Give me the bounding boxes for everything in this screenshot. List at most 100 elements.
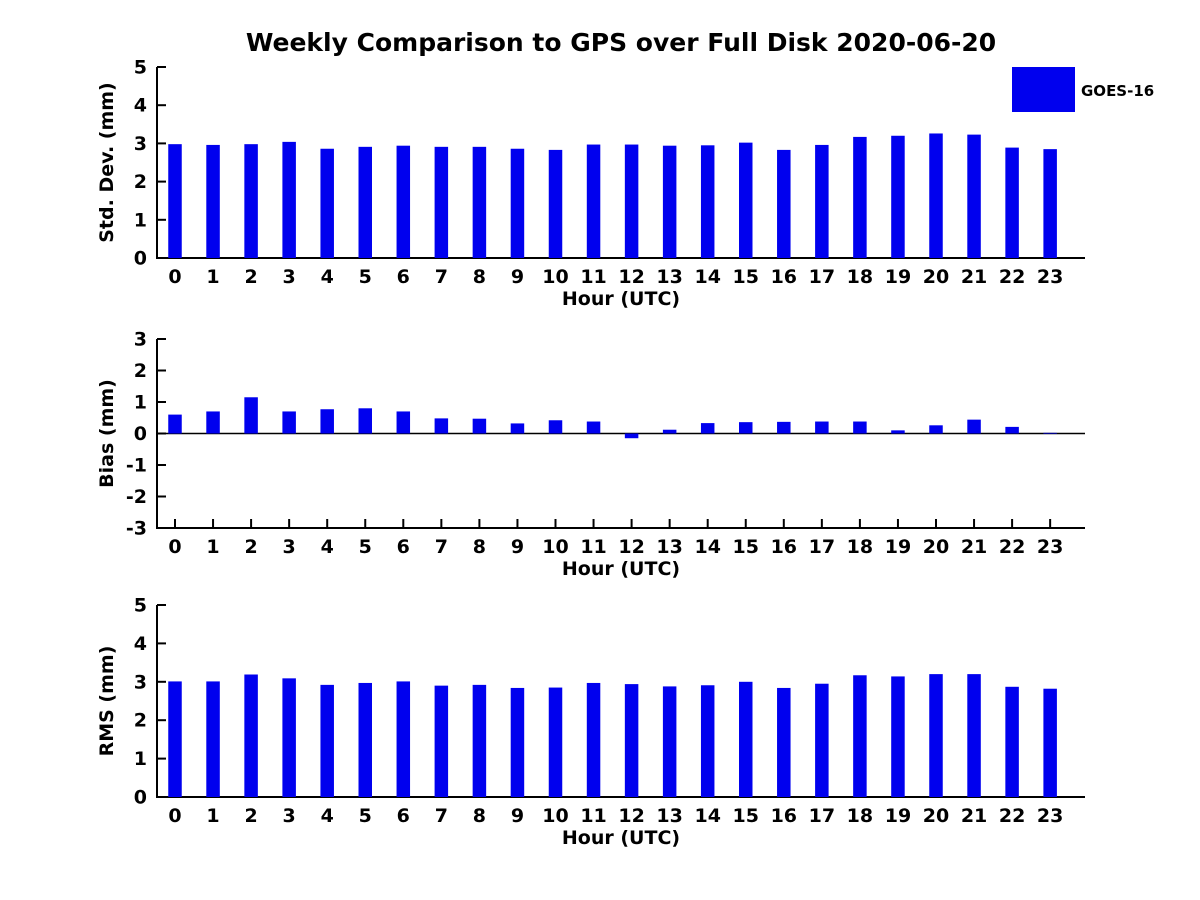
y-axis-tick-label: 1 <box>134 748 147 770</box>
bar <box>244 397 258 434</box>
x-axis-tick-label: 4 <box>321 536 334 558</box>
x-axis-tick-label: 3 <box>283 536 296 558</box>
bar <box>320 148 334 258</box>
x-axis-tick-label: 6 <box>397 805 410 827</box>
x-axis-tick-label: 0 <box>168 536 181 558</box>
x-axis-tick-label: 21 <box>961 536 987 558</box>
x-axis-tick-label: 18 <box>847 805 873 827</box>
bar <box>662 429 677 434</box>
x-axis-tick-label: 20 <box>923 266 949 288</box>
x-axis-tick-label: 17 <box>809 536 835 558</box>
x-axis-tick-label: 11 <box>580 805 606 827</box>
bar <box>206 411 220 434</box>
y-axis-tick-label: 2 <box>134 360 147 382</box>
bar <box>853 421 867 434</box>
bar <box>1043 688 1057 797</box>
bar <box>929 674 943 797</box>
bar <box>967 674 981 797</box>
bar <box>1043 432 1057 434</box>
x-axis-tick-label: 14 <box>694 266 720 288</box>
bar <box>853 675 867 797</box>
x-axis-tick-label: 18 <box>847 266 873 288</box>
bar <box>586 144 601 258</box>
x-axis-tick-label: 8 <box>473 805 486 827</box>
x-axis-tick-label: 22 <box>999 805 1025 827</box>
x-axis-tick-label: 0 <box>168 266 181 288</box>
x-axis-tick-label: 12 <box>618 266 644 288</box>
x-axis-tick-label: 2 <box>244 536 257 558</box>
bar <box>662 686 677 797</box>
bar <box>815 683 829 797</box>
x-axis-tick-label: 6 <box>397 266 410 288</box>
x-axis-tick-label: 3 <box>283 805 296 827</box>
x-axis-tick-label: 4 <box>321 266 334 288</box>
x-axis-tick-label: 5 <box>359 805 372 827</box>
y-axis-tick-label: 1 <box>134 209 147 231</box>
x-axis-tick-label: 10 <box>542 266 568 288</box>
x-axis-tick-label: 17 <box>809 266 835 288</box>
bar <box>700 145 715 258</box>
bar <box>1043 149 1057 258</box>
x-axis-tick-label: 17 <box>809 805 835 827</box>
x-axis-label: Hour (UTC) <box>562 558 680 580</box>
bar <box>1005 426 1019 434</box>
bar <box>967 419 981 434</box>
bar <box>891 135 905 258</box>
x-axis-tick-label: 1 <box>206 266 219 288</box>
x-axis-tick-label: 8 <box>473 266 486 288</box>
x-axis-tick-label: 10 <box>542 805 568 827</box>
bar <box>586 421 601 434</box>
x-axis-tick-label: 15 <box>733 266 759 288</box>
x-axis-tick-label: 12 <box>618 536 644 558</box>
y-axis-tick-label: 2 <box>134 171 147 193</box>
bar <box>396 145 411 258</box>
bar <box>168 414 182 434</box>
x-axis-tick-label: 0 <box>168 805 181 827</box>
bar <box>282 411 296 434</box>
bar <box>1005 686 1019 797</box>
x-axis-tick-label: 2 <box>244 266 257 288</box>
x-axis-tick-label: 10 <box>542 536 568 558</box>
chart-title: Weekly Comparison to GPS over Full Disk … <box>245 28 997 57</box>
bar <box>472 684 487 797</box>
bar <box>472 418 487 434</box>
x-axis-tick-label: 19 <box>885 805 911 827</box>
bar <box>434 685 449 797</box>
bar <box>396 411 411 434</box>
x-axis-tick-label: 12 <box>618 805 644 827</box>
bar <box>777 149 791 258</box>
bar <box>700 423 715 434</box>
y-axis-tick-label: 0 <box>134 787 147 809</box>
bar <box>244 674 258 797</box>
bar <box>548 687 563 797</box>
x-axis-tick-label: 9 <box>511 266 524 288</box>
bar <box>586 682 601 797</box>
x-axis-tick-label: 15 <box>733 536 759 558</box>
x-axis-tick-label: 16 <box>771 805 797 827</box>
x-axis-tick-label: 7 <box>435 536 448 558</box>
x-axis-tick-label: 14 <box>694 805 720 827</box>
bar <box>282 678 296 797</box>
y-axis-tick-label: 4 <box>134 95 147 117</box>
bar <box>777 421 791 434</box>
bar <box>206 144 220 258</box>
x-axis-tick-label: 21 <box>961 266 987 288</box>
x-axis-tick-label: 13 <box>656 266 682 288</box>
y-axis-tick-label: 3 <box>134 671 147 693</box>
x-axis-tick-label: 3 <box>283 266 296 288</box>
bar <box>739 681 753 797</box>
legend-swatch <box>1012 67 1075 112</box>
y-axis-tick-label: 5 <box>134 595 147 617</box>
x-axis-label: Hour (UTC) <box>562 827 680 849</box>
x-axis-tick-label: 16 <box>771 536 797 558</box>
x-axis-tick-label: 19 <box>885 266 911 288</box>
x-axis-tick-label: 1 <box>206 805 219 827</box>
x-axis-tick-label: 23 <box>1037 805 1063 827</box>
legend-label: GOES-16 <box>1081 82 1154 100</box>
y-axis-tick-label: 3 <box>134 329 147 351</box>
x-axis-tick-label: 5 <box>359 266 372 288</box>
bar <box>739 142 753 258</box>
x-axis-tick-label: 21 <box>961 805 987 827</box>
